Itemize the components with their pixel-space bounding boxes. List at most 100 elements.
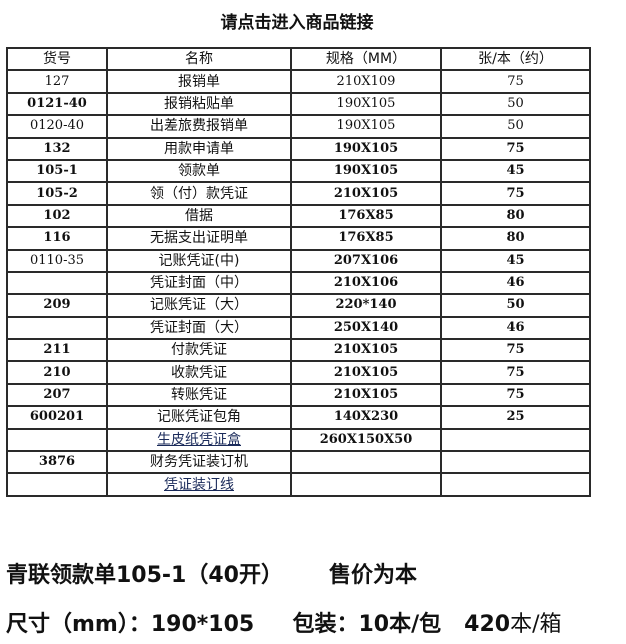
cell-code: 102 <box>6 203 108 229</box>
cell-name: 出差旅费报销单 <box>106 114 292 139</box>
cell-count: 25 <box>440 405 591 430</box>
table-row: 210 收款凭证 210X105 75 <box>6 360 591 385</box>
table-header-row: 货号 名称 规格（MM） 张/本（约） <box>6 46 591 72</box>
header-size: 规格（MM） <box>290 46 442 72</box>
table-row: 116 无据支出证明单 176X85 80 <box>6 226 591 251</box>
cell-name: 付款凭证 <box>106 338 292 363</box>
cell-count: 80 <box>440 226 591 251</box>
cell-count <box>440 427 591 453</box>
cell-code: 127 <box>6 69 108 94</box>
table-row: 105-1 领款单 190X105 45 <box>6 158 591 184</box>
cell-name: 收款凭证 <box>106 360 292 385</box>
table-row: 3876 财务凭证装订机 <box>6 450 591 475</box>
cell-code: 105-2 <box>6 181 108 206</box>
cell-size: 260X150X50 <box>290 427 442 453</box>
cell-size: 176X85 <box>290 203 442 229</box>
cell-size: 190X105 <box>290 158 442 184</box>
table-row: 207 转账凭证 210X105 75 <box>6 382 591 408</box>
cell-size: 210X106 <box>290 270 442 296</box>
cell-name: 无据支出证明单 <box>106 226 292 251</box>
cell-code: 0120-40 <box>6 114 108 139</box>
cell-name: 凭证封面（大） <box>106 315 292 341</box>
table-row: 132 用款申请单 190X105 75 <box>6 136 591 161</box>
cell-count: 46 <box>440 315 591 341</box>
table-row: 102 借据 176X85 80 <box>6 203 591 229</box>
cell-count: 50 <box>440 114 591 139</box>
cell-count: 45 <box>440 158 591 184</box>
cell-name: 领款单 <box>106 158 292 184</box>
table-row: 凭证封面（大） 250X140 46 <box>6 315 591 341</box>
table-row: 凭证封面（中） 210X106 46 <box>6 270 591 296</box>
table-row: 600201 记账凭证包角 140X230 25 <box>6 405 591 430</box>
cell-size <box>290 472 442 497</box>
cell-count: 50 <box>440 91 591 117</box>
cell-size: 190X105 <box>290 114 442 139</box>
table-row: 凭证装订线 <box>6 472 591 497</box>
box-qty: 420 <box>464 612 511 637</box>
cell-code <box>6 270 108 296</box>
page-title: 请点击进入商品链接 <box>220 13 374 33</box>
cell-name: 报销单 <box>106 69 292 94</box>
cell-code: 207 <box>6 382 108 408</box>
cell-name: 报销粘贴单 <box>106 91 292 117</box>
product-link[interactable]: 凭证装订线 <box>164 476 234 493</box>
table-row: 生皮纸凭证盒 260X150X50 <box>6 427 591 453</box>
cell-code: 0121-40 <box>6 91 108 117</box>
table-row: 0110-35 记账凭证(中) 207X106 45 <box>6 248 591 273</box>
header-count: 张/本（约） <box>440 46 591 72</box>
cell-name: 借据 <box>106 203 292 229</box>
size-label: 尺寸（mm）：190*105 <box>6 612 255 637</box>
cell-count: 46 <box>440 270 591 296</box>
box-unit: 本/箱 <box>510 612 562 637</box>
cell-size: 210X109 <box>290 69 442 94</box>
cell-name: 财务凭证装订机 <box>106 450 292 475</box>
cell-count <box>440 472 591 497</box>
table-row: 211 付款凭证 210X105 75 <box>6 338 591 363</box>
cell-size: 190X105 <box>290 136 442 161</box>
cell-count: 75 <box>440 69 591 94</box>
cell-size: 190X105 <box>290 91 442 117</box>
cell-count: 75 <box>440 136 591 161</box>
cell-size <box>290 450 442 475</box>
product-table: 货号 名称 规格（MM） 张/本（约） 127 报销单 210X109 75 0121-… <box>6 46 591 497</box>
product-title-line: 青联领款单105-1（40开） 售价为本 <box>6 557 417 589</box>
cell-size: 176X85 <box>290 226 442 251</box>
product-spec-line: 尺寸（mm）：190*105 包装：10本/包 420本/箱 <box>6 606 562 638</box>
cell-code: 132 <box>6 136 108 161</box>
header-code: 货号 <box>6 46 108 72</box>
table-row: 0120-40 出差旅费报销单 190X105 50 <box>6 114 591 139</box>
cell-count: 75 <box>440 360 591 385</box>
product-link[interactable]: 生皮纸凭证盒 <box>157 431 241 448</box>
cell-count <box>440 450 591 475</box>
pack-label: 包装：10本/包 <box>292 612 442 637</box>
cell-code <box>6 427 108 453</box>
cell-code <box>6 315 108 341</box>
cell-size: 207X106 <box>290 248 442 273</box>
header-name: 名称 <box>106 46 292 72</box>
cell-count: 75 <box>440 338 591 363</box>
cell-code: 3876 <box>6 450 108 475</box>
cell-code <box>6 472 108 497</box>
cell-code: 105-1 <box>6 158 108 184</box>
cell-name: 转账凭证 <box>106 382 292 408</box>
cell-count: 75 <box>440 181 591 206</box>
cell-name: 记账凭证（大） <box>106 293 292 318</box>
cell-count: 75 <box>440 382 591 408</box>
cell-name: 领（付）款凭证 <box>106 181 292 206</box>
cell-code: 211 <box>6 338 108 363</box>
table-row: 105-2 领（付）款凭证 210X105 75 <box>6 181 591 206</box>
table-row: 0121-40 报销粘贴单 190X105 50 <box>6 91 591 117</box>
table-row: 127 报销单 210X109 75 <box>6 69 591 94</box>
cell-size: 220*140 <box>290 293 442 318</box>
cell-code: 600201 <box>6 405 108 430</box>
product-name: 青联领款单105-1（40开） <box>6 563 283 588</box>
cell-name: 凭证装订线 <box>106 472 292 497</box>
cell-code: 116 <box>6 226 108 251</box>
table-row: 209 记账凭证（大） 220*140 50 <box>6 293 591 318</box>
cell-size: 210X105 <box>290 181 442 206</box>
cell-count: 50 <box>440 293 591 318</box>
cell-code: 209 <box>6 293 108 318</box>
price-note: 售价为本 <box>328 563 417 588</box>
cell-name: 生皮纸凭证盒 <box>106 427 292 453</box>
cell-size: 210X105 <box>290 360 442 385</box>
